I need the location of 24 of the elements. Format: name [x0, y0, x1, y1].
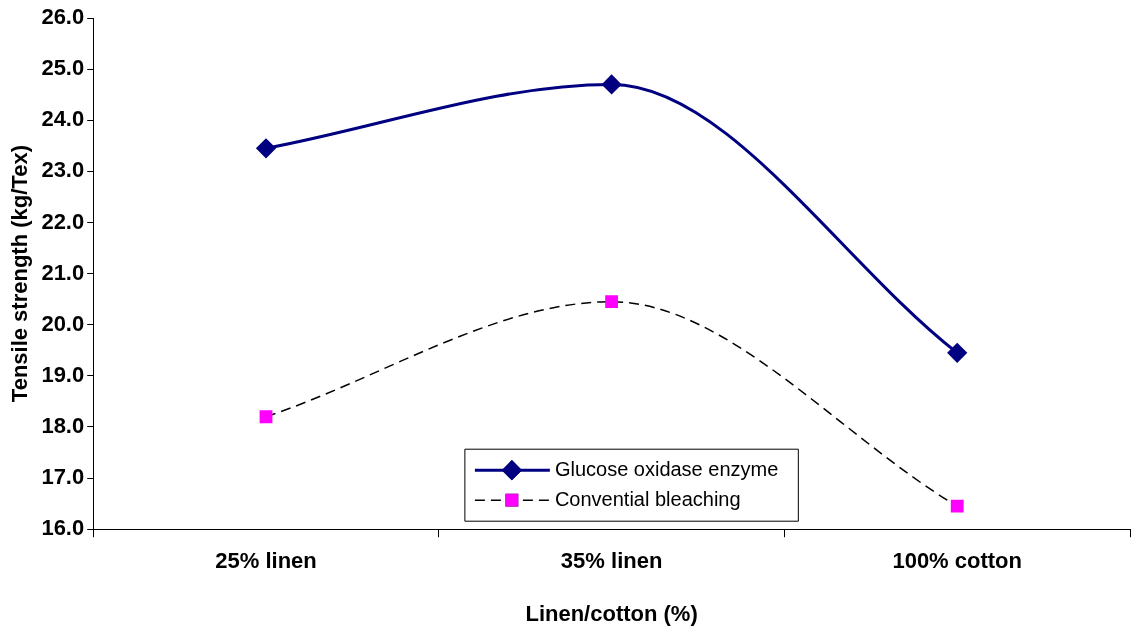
- y-tick-label: 16.0: [41, 515, 85, 541]
- x-tick-label: 25% linen: [215, 548, 317, 574]
- x-tick-label: 100% cotton: [892, 548, 1022, 574]
- point: [950, 499, 964, 513]
- y-tick-label: 22.0: [41, 208, 85, 234]
- legend-label: Convential bleaching: [554, 487, 741, 510]
- y-tick-label: 21.0: [41, 259, 85, 285]
- legend-label: Glucose oxidase enzyme: [554, 457, 779, 480]
- y-tick-label: 26.0: [41, 4, 85, 30]
- x-axis-title: Linen/cotton (%): [525, 600, 698, 626]
- y-tick-label: 19.0: [41, 361, 85, 387]
- point: [256, 138, 276, 158]
- y-tick-label: 25.0: [41, 55, 85, 81]
- y-axis-title: Tensile strength (kg/Tex): [7, 145, 33, 403]
- y-tick-label: 20.0: [41, 310, 85, 336]
- point: [259, 410, 273, 424]
- point: [947, 343, 967, 363]
- x-tick-label: 35% linen: [560, 548, 663, 574]
- y-tick-label: 17.0: [41, 464, 85, 490]
- point: [605, 295, 619, 309]
- y-tick-label: 24.0: [41, 106, 85, 132]
- y-tick-label: 23.0: [41, 157, 85, 183]
- point: [602, 74, 622, 94]
- y-tick-label: 18.0: [41, 413, 85, 439]
